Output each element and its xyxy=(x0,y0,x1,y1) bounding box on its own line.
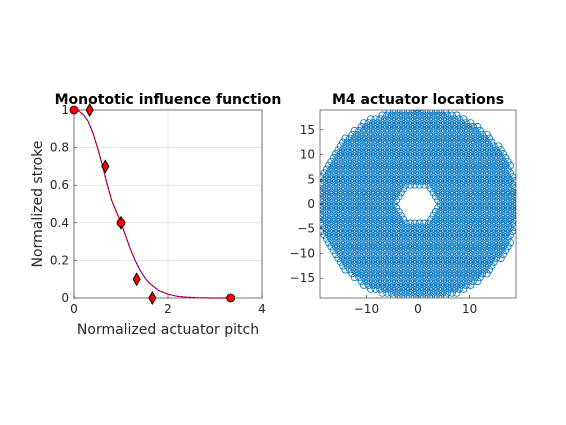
actuator-point xyxy=(495,143,502,150)
left-x-tick-label: 2 xyxy=(164,302,172,316)
actuator-point xyxy=(511,216,518,223)
left-markers xyxy=(70,104,235,304)
right-y-tick-label: 0 xyxy=(307,197,315,211)
actuator-point xyxy=(474,123,481,130)
actuator-point xyxy=(476,127,483,134)
left-y-tick-label: 0 xyxy=(61,291,69,305)
right-y-tick-label: 10 xyxy=(300,148,315,162)
actuator-point xyxy=(514,189,521,196)
left-x-tick-label: 0 xyxy=(70,302,78,316)
right-y-tick-label: 15 xyxy=(300,123,315,137)
right-y-tick-label: −10 xyxy=(290,246,315,260)
right-x-tick-label: 10 xyxy=(462,302,477,316)
circle-data-point xyxy=(117,219,125,227)
influence-curve-dashed-line xyxy=(74,110,231,298)
influence-curve-line xyxy=(74,110,231,298)
left-y-tick-label: 0.4 xyxy=(50,216,69,230)
left-y-axis-label: Normalized stroke xyxy=(30,141,46,268)
left-x-axis-label: Normalized actuator pitch xyxy=(77,322,259,338)
actuator-point xyxy=(460,116,467,123)
actuator-point xyxy=(398,189,405,196)
right-chart-title: M4 actuator locations xyxy=(332,92,504,108)
left-grid xyxy=(74,110,262,298)
left-y-tick-label: 0.8 xyxy=(50,141,69,155)
actuator-point xyxy=(500,251,507,258)
right-y-tick-label: −15 xyxy=(290,271,315,285)
actuator-point xyxy=(483,270,490,277)
right-x-tick-label: 0 xyxy=(414,302,422,316)
actuator-point xyxy=(400,216,407,223)
diamond-data-point xyxy=(133,273,140,285)
left-x-tick-label: 4 xyxy=(258,302,266,316)
left-y-tick-label: 0.6 xyxy=(50,178,69,192)
left-chart-title: Monototic influence function xyxy=(55,92,282,108)
actuator-locations-chart: −10 0 10 −15 −10 −5 0 5 10 15 M4 actuator locatio… xyxy=(290,92,521,316)
actuator-point xyxy=(442,108,449,115)
left-curve xyxy=(74,110,231,298)
actuator-point xyxy=(497,255,504,262)
actuator-point xyxy=(460,285,467,292)
right-x-tick-label: −10 xyxy=(354,302,379,316)
right-y-tick-label: 5 xyxy=(307,172,315,186)
circle-data-point xyxy=(227,294,235,302)
diamond-data-point xyxy=(102,160,109,172)
actuator-point xyxy=(474,278,481,285)
actuator-point xyxy=(502,154,509,161)
influence-function-chart: 0 2 400.20.40.60.81 Monototic influence fu… xyxy=(30,92,281,338)
left-ticks: 0 2 400.20.40.60.81 xyxy=(50,103,266,316)
right-y-tick-label: −5 xyxy=(297,222,315,236)
diamond-data-point xyxy=(149,292,156,304)
left-y-tick-label: 0.2 xyxy=(50,253,69,267)
actuator-point xyxy=(453,289,460,296)
actuator-points xyxy=(316,104,520,300)
